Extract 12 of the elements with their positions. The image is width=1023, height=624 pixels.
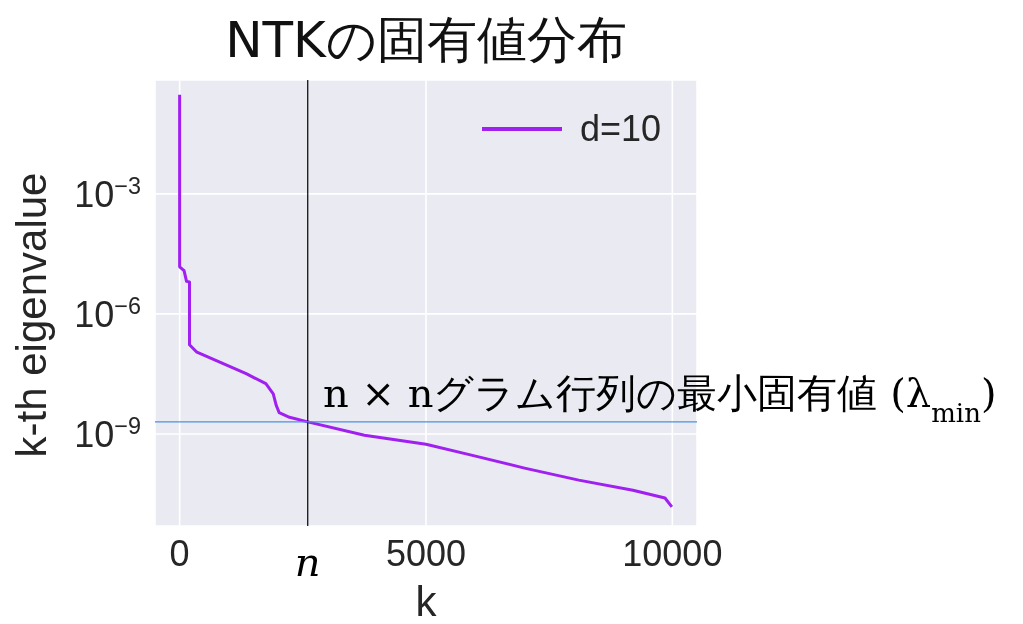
y-tick-label: 10$^{−6}$ (74, 292, 141, 335)
y-axis-title: k-th eigenvalue (8, 172, 55, 458)
x-axis-title: k (415, 578, 438, 624)
x-tick-label: 10000 (622, 533, 723, 574)
y-tick-label: 10$^{−9}$ (74, 412, 141, 455)
x-tick-label: 0 (169, 533, 190, 574)
ref-line-label: n (294, 539, 321, 585)
x-tick-label: 5000 (385, 533, 467, 574)
ref-line-label: n × nグラム行列の最小固有値 (λ$_{min}$) (323, 369, 997, 428)
legend-label: d=10 (579, 108, 661, 150)
y-tick-label: 10$^{−3}$ (74, 172, 141, 215)
chart-title: NTKの固有値分布 (224, 10, 628, 71)
